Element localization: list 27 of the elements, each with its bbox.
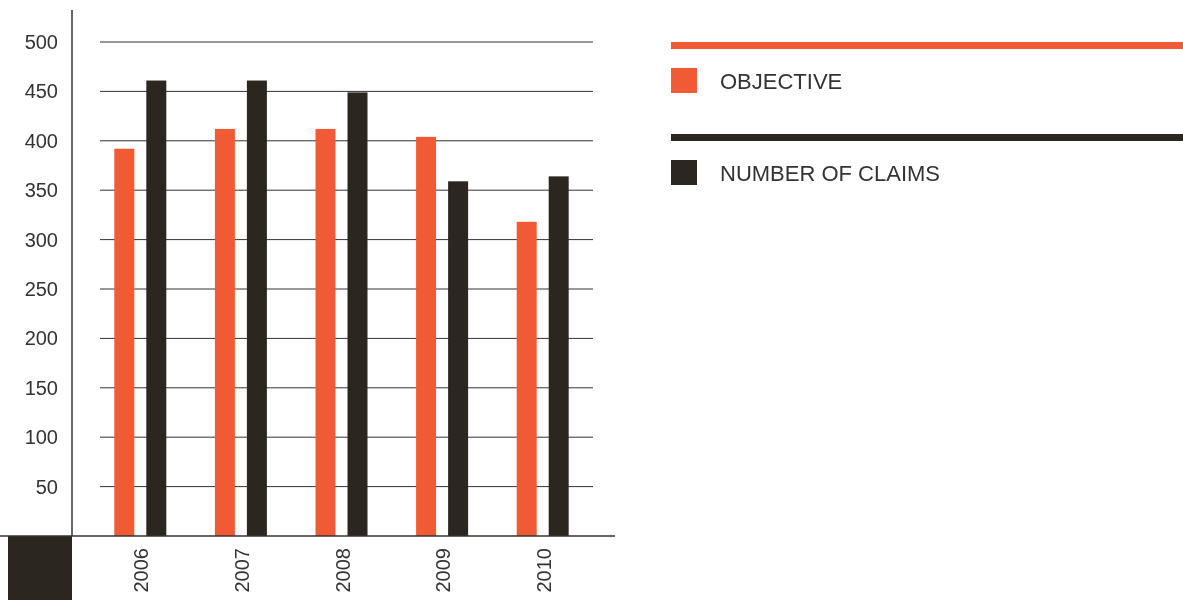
x-tick-label: 2010 [532,548,555,593]
bar [548,176,569,536]
y-tick-label: 100 [24,426,58,449]
y-tick-label: 150 [24,376,58,399]
y-tick-label: 500 [24,31,58,53]
bar [214,128,235,536]
y-tick-label: 400 [24,129,58,152]
y-tick-label: 200 [24,327,58,350]
bar [246,80,267,536]
x-tick-label: 2007 [230,548,253,593]
x-tick-label: 2009 [432,548,455,593]
x-tick-label: 2008 [331,548,354,593]
bar [448,181,469,536]
y-tick-label: 50 [35,475,58,498]
bar [146,80,167,536]
bar [416,136,437,536]
y-tick-label: 300 [24,228,58,251]
bar [347,92,368,536]
y-tick-label: 350 [24,179,58,202]
bar [114,148,135,536]
bar [315,128,336,536]
bar [516,221,537,536]
y-tick-label: 250 [24,278,58,300]
y-tick-label: 450 [24,80,58,103]
x-tick-label: 2006 [130,548,153,593]
legend-label: NUMBER OF CLAIMS [720,160,941,186]
legend-label: OBJECTIVE [720,68,843,94]
